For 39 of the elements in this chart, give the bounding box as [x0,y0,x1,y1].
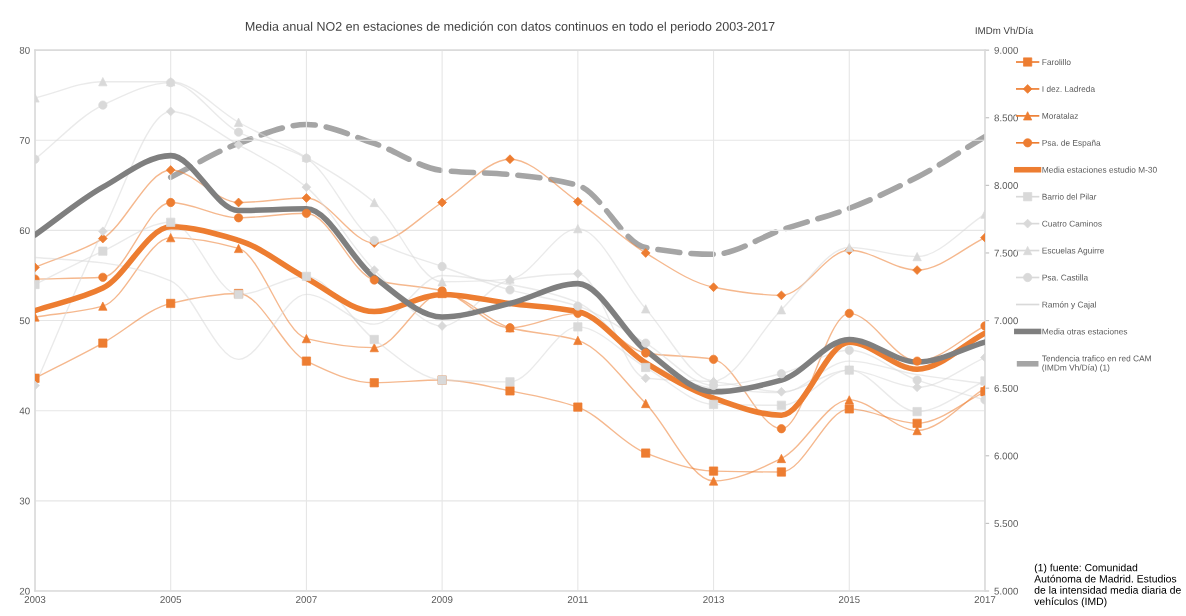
x-tick-label: 2011 [567,596,588,603]
chart-title: Media anual NO2 en estaciones de medición con datos continuos en todo el periodo 2003-2017 [245,21,775,34]
y-tick-label: 80 [19,46,30,54]
y2-tick-label: 6.000 [994,452,1018,460]
y2-tick-label: 5.500 [994,520,1018,527]
y-tick-label: 60 [19,227,30,235]
legend-label: Tendencia trafico en red CAM (IMDm Vh/Día) (1) [1041,355,1151,373]
y-tick-label: 40 [19,407,30,415]
y2-tick-label: 7.000 [994,317,1018,325]
x-tick-label: 2013 [703,596,724,603]
x-tick-label: 2009 [431,596,453,603]
legend-label: Ramón y Cajal [1042,301,1096,310]
text: (1) fuente: Comunidad Autónoma de Madrid. Estudios de la intensidad media diaria de vehículos (IMD) [1034,563,1181,608]
y2-tick-label: 7.500 [994,249,1018,257]
x-tick-label: 2007 [296,596,317,603]
y-tick-label: 30 [19,497,30,505]
y2-axis-title: IMDm Vh/Día [975,26,1034,34]
legend-label: Media otras estaciones [1042,328,1128,335]
legend-label: Psa. Castilla [1042,274,1089,281]
legend-label: Cuatro Caminos [1042,220,1102,227]
x-tick-label: 2005 [160,596,182,603]
y2-tick-label: 8.500 [994,114,1018,122]
y-tick-label: 20 [19,587,30,595]
x-tick-label: 2015 [838,596,860,603]
y-tick-label: 50 [19,317,30,325]
legend-label: Media estaciones estudio M-30 [1042,166,1157,173]
legend-label: Psa. de España [1042,139,1101,148]
legend-label: I dez. Ladreda [1042,85,1096,92]
y2-tick-label: 5.000 [994,587,1018,595]
y2-tick-label: 6.500 [994,384,1018,392]
legend-label: Moratalaz [1042,112,1078,119]
x-tick-label: 2017 [974,596,996,603]
legend-label: Farolillo [1042,58,1071,66]
y-tick-label: 70 [19,137,30,144]
y2-tick-label: 8.000 [994,182,1018,189]
legend-label: Barrio del Pilar [1042,193,1097,200]
x-tick-label: 2003 [24,596,46,603]
legend-label: Escuelas Aguirre [1042,247,1104,256]
y2-tick-label: 9.000 [994,46,1018,54]
